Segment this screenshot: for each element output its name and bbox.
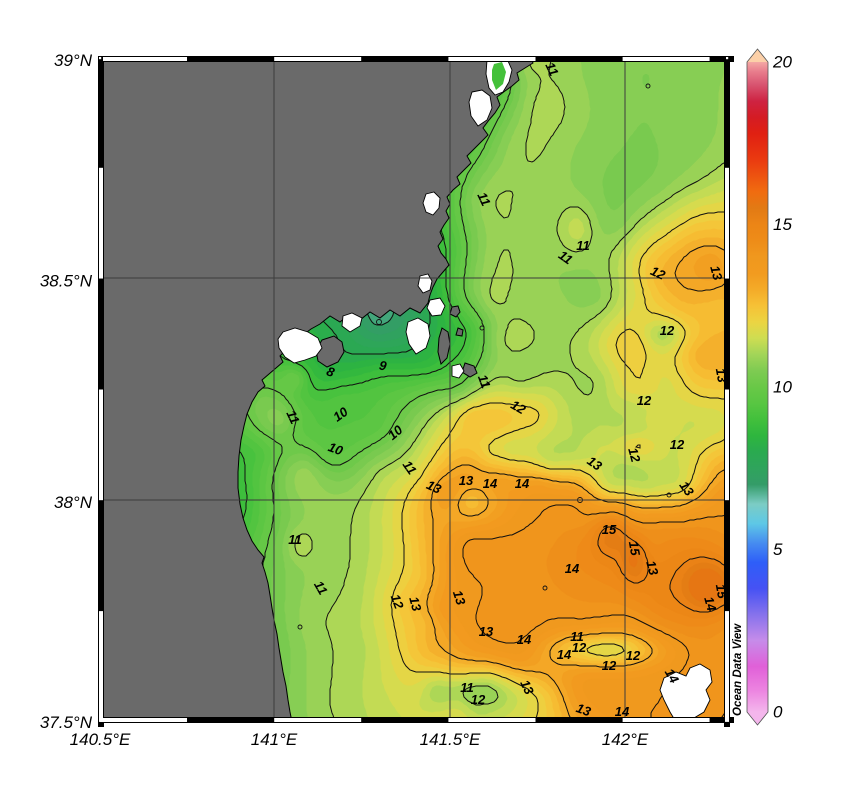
svg-text:9: 9: [378, 358, 388, 374]
svg-text:13: 13: [517, 677, 537, 697]
svg-text:12: 12: [572, 640, 587, 655]
svg-text:11: 11: [475, 373, 494, 391]
svg-text:12: 12: [626, 648, 641, 663]
svg-text:12: 12: [637, 393, 652, 408]
svg-text:13: 13: [424, 477, 444, 497]
svg-text:15: 15: [773, 215, 792, 234]
svg-text:5: 5: [773, 540, 783, 559]
svg-text:10: 10: [773, 378, 792, 397]
svg-text:15: 15: [626, 540, 643, 558]
svg-text:13: 13: [459, 473, 474, 488]
svg-text:11: 11: [288, 532, 302, 547]
svg-text:14: 14: [483, 476, 498, 491]
svg-text:12: 12: [388, 592, 407, 611]
svg-text:10: 10: [326, 439, 345, 458]
svg-text:11: 11: [474, 190, 493, 209]
svg-text:37.5°N: 37.5°N: [40, 713, 93, 732]
svg-text:13: 13: [406, 595, 424, 614]
svg-text:0: 0: [773, 703, 783, 722]
svg-text:13: 13: [574, 700, 593, 719]
svg-text:141.5°E: 141.5°E: [420, 730, 481, 749]
svg-text:14: 14: [615, 704, 630, 719]
svg-text:38°N: 38°N: [54, 493, 93, 512]
svg-text:11: 11: [311, 578, 331, 597]
svg-text:12: 12: [602, 658, 617, 673]
svg-text:38.5°N: 38.5°N: [40, 272, 93, 291]
svg-text:14: 14: [517, 632, 532, 647]
svg-text:12: 12: [670, 437, 685, 452]
svg-text:12: 12: [648, 263, 668, 283]
svg-text:14: 14: [515, 476, 530, 491]
svg-text:11: 11: [570, 629, 584, 644]
svg-text:12: 12: [625, 446, 643, 465]
svg-text:15: 15: [602, 522, 617, 537]
svg-text:11: 11: [576, 238, 590, 253]
svg-text:11: 11: [542, 60, 561, 79]
svg-text:13: 13: [643, 559, 661, 578]
svg-text:14: 14: [557, 647, 572, 662]
svg-text:20: 20: [772, 53, 792, 72]
svg-text:11: 11: [283, 408, 302, 427]
svg-text:39°N: 39°N: [54, 51, 93, 70]
svg-text:14: 14: [565, 561, 580, 576]
svg-text:13: 13: [707, 264, 725, 283]
svg-text:12: 12: [660, 323, 675, 338]
svg-text:12: 12: [471, 692, 486, 707]
svg-text:13: 13: [479, 624, 494, 639]
svg-text:Ocean Data View: Ocean Data View: [732, 623, 744, 716]
svg-text:142°E: 142°E: [602, 730, 649, 749]
svg-text:140.5°E: 140.5°E: [70, 730, 131, 749]
svg-text:11: 11: [460, 680, 474, 695]
svg-text:14: 14: [701, 595, 719, 614]
svg-text:141°E: 141°E: [251, 730, 298, 749]
svg-text:13: 13: [450, 588, 469, 607]
